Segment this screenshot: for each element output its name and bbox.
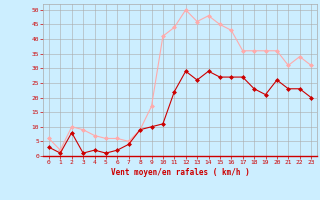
- X-axis label: Vent moyen/en rafales ( km/h ): Vent moyen/en rafales ( km/h ): [111, 168, 249, 177]
